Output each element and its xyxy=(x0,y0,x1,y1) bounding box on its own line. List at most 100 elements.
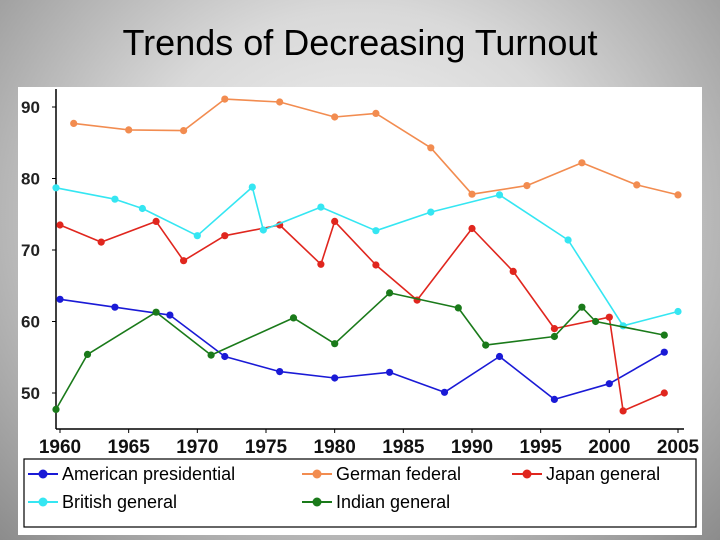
data-point xyxy=(193,232,201,240)
data-point xyxy=(317,260,325,268)
data-point xyxy=(372,227,380,235)
data-point xyxy=(125,126,133,134)
legend-marker xyxy=(312,497,322,507)
data-point xyxy=(97,238,105,246)
data-point xyxy=(317,203,325,211)
data-point xyxy=(83,350,92,358)
legend-label: German federal xyxy=(336,464,461,484)
y-tick-label: 70 xyxy=(21,241,40,260)
data-point xyxy=(592,317,600,326)
x-tick-label: 1975 xyxy=(245,437,288,458)
data-point xyxy=(52,405,60,413)
legend-item: American presidential xyxy=(28,464,235,484)
data-point xyxy=(331,340,339,348)
data-point xyxy=(276,368,284,376)
data-point xyxy=(289,314,298,322)
data-point xyxy=(578,303,586,311)
legend-marker xyxy=(38,469,48,479)
data-point xyxy=(111,303,119,311)
y-tick-label: 60 xyxy=(21,313,40,332)
series-layer xyxy=(52,95,682,415)
data-point xyxy=(221,95,229,103)
data-point xyxy=(550,325,559,333)
legend-item: British general xyxy=(28,492,177,512)
data-point xyxy=(564,236,572,244)
data-point xyxy=(578,159,586,167)
slide-title: Trends of Decreasing Turnout xyxy=(122,22,598,63)
legend-label: British general xyxy=(62,492,177,512)
data-point xyxy=(56,295,64,303)
x-tick-label: 2005 xyxy=(657,437,700,458)
y-axis: 50 60 70 80 90 xyxy=(21,98,56,403)
legend-marker xyxy=(38,497,48,507)
plot-frame xyxy=(55,89,684,430)
data-point xyxy=(331,374,339,382)
legend-item: German federal xyxy=(302,464,461,484)
legend-box xyxy=(23,458,697,528)
series-line xyxy=(55,292,665,410)
x-axis: 1960 1965 1970 1975 1980 1985 1990 1995 2000 2005 xyxy=(39,429,700,458)
data-point xyxy=(660,331,668,339)
data-point xyxy=(468,190,476,198)
x-tick-label: 1990 xyxy=(451,437,493,458)
x-tick-label: 1980 xyxy=(314,437,356,458)
data-point xyxy=(331,217,339,225)
data-point xyxy=(550,332,559,341)
data-point xyxy=(152,217,160,225)
data-point xyxy=(660,348,668,356)
series-british-general xyxy=(52,183,682,330)
data-point xyxy=(633,181,641,189)
x-tick-label: 1965 xyxy=(108,437,151,458)
data-point xyxy=(152,308,160,316)
legend-label: American presidential xyxy=(62,464,235,484)
data-point xyxy=(207,351,215,359)
chart-legend: American presidential German federal Japan… xyxy=(23,458,697,528)
data-point xyxy=(52,184,60,192)
data-point xyxy=(111,195,119,203)
data-point xyxy=(509,267,517,275)
data-point xyxy=(660,389,668,397)
x-tick-label: 2000 xyxy=(588,437,630,458)
x-tick-label: 1985 xyxy=(382,437,425,458)
data-point xyxy=(495,191,504,199)
data-point xyxy=(495,352,504,361)
x-tick-label: 1995 xyxy=(520,437,563,458)
chart-panel: 50 60 70 80 90 1960 1965 1970 1975 1980 1985 1990 1… xyxy=(18,87,702,535)
data-point xyxy=(180,257,188,265)
data-point xyxy=(605,313,613,321)
legend-item: Indian general xyxy=(302,492,450,512)
legend-label: Japan general xyxy=(546,464,660,484)
data-point xyxy=(674,191,682,199)
legend-item: Japan general xyxy=(512,464,660,484)
data-point xyxy=(427,208,435,216)
series-american-presidential xyxy=(56,295,668,403)
data-point xyxy=(221,352,229,361)
legend-label: Indian general xyxy=(336,492,450,512)
data-point xyxy=(454,304,462,312)
data-point xyxy=(259,226,267,234)
data-point xyxy=(386,289,394,297)
x-tick-label: 1960 xyxy=(39,437,81,458)
legend-marker xyxy=(522,469,532,479)
data-point xyxy=(550,395,559,403)
series-line xyxy=(59,220,665,412)
legend-marker xyxy=(312,469,322,479)
data-point xyxy=(619,407,627,415)
series-indian-general xyxy=(52,289,668,413)
data-point xyxy=(386,368,394,376)
data-point xyxy=(138,204,146,213)
data-point xyxy=(605,380,613,388)
data-point xyxy=(331,113,339,121)
data-point xyxy=(248,183,256,191)
x-tick-label: 1970 xyxy=(176,437,218,458)
data-point xyxy=(166,311,174,319)
data-point xyxy=(180,127,188,135)
data-point xyxy=(674,307,682,316)
data-point xyxy=(468,224,476,233)
data-point xyxy=(523,182,531,190)
data-point xyxy=(372,109,380,117)
y-tick-label: 50 xyxy=(21,384,40,403)
data-point xyxy=(56,221,64,229)
y-tick-label: 80 xyxy=(21,170,40,189)
data-point xyxy=(221,232,229,240)
